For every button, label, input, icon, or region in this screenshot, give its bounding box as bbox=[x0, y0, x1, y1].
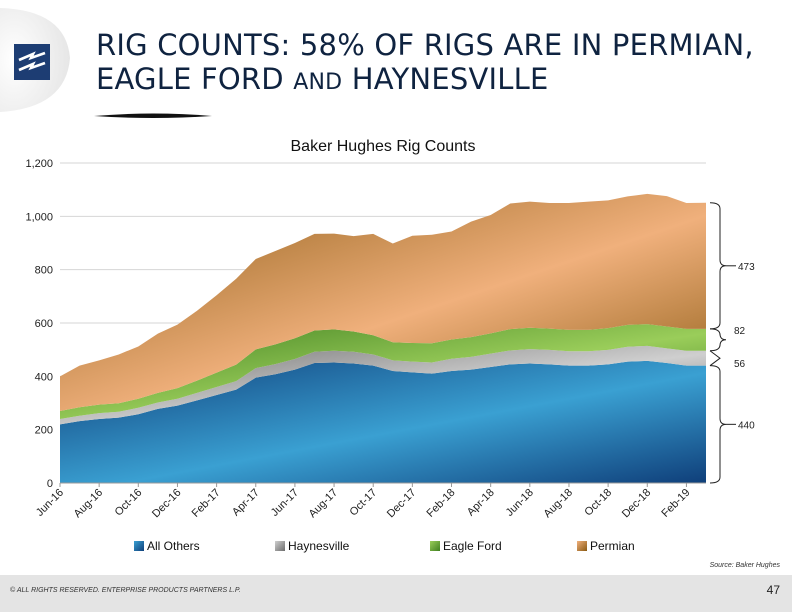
x-tick-label: Oct-17 bbox=[348, 487, 380, 519]
annotation-permian: 473 bbox=[738, 262, 755, 273]
brace-haynesville bbox=[709, 350, 721, 367]
y-tick-label: 800 bbox=[35, 265, 53, 277]
x-tick-label: Jun-17 bbox=[269, 487, 301, 519]
footer: © ALL RIGHTS RESERVED. ENTERPRISE PRODUC… bbox=[0, 575, 792, 612]
x-tick-label: Aug-16 bbox=[72, 487, 106, 521]
chart-annotations: 473 82 56 440 bbox=[709, 202, 755, 484]
page-number: 47 bbox=[766, 583, 780, 597]
y-tick-label: 600 bbox=[35, 318, 53, 330]
legend-swatch-permian bbox=[577, 541, 587, 551]
source-note: Source: Baker Hughes bbox=[709, 562, 780, 569]
page-title-part-b: AND bbox=[293, 70, 343, 95]
copyright-text: © ALL RIGHTS RESERVED. ENTERPRISE PRODUC… bbox=[10, 587, 241, 594]
x-tick-label: Jun-16 bbox=[34, 487, 66, 519]
annotation-all-others: 440 bbox=[738, 420, 755, 431]
x-tick-label: Jun-18 bbox=[504, 487, 536, 519]
title-underline bbox=[94, 113, 212, 118]
y-tick-label: 0 bbox=[47, 478, 53, 490]
brace-permian bbox=[709, 202, 727, 330]
x-tick-label: Oct-16 bbox=[113, 487, 145, 519]
enterprise-logo-icon bbox=[0, 8, 70, 112]
legend-swatch-eagle-ford bbox=[430, 541, 440, 551]
brace-eagle-ford bbox=[709, 328, 727, 352]
area-eagle-ford bbox=[60, 324, 706, 419]
brace-all-others bbox=[709, 365, 727, 484]
x-tick-label: Dec-17 bbox=[385, 487, 419, 521]
legend-swatch-all-others bbox=[134, 541, 144, 551]
chart-areas bbox=[60, 193, 706, 483]
x-tick-label: Feb-19 bbox=[659, 487, 692, 520]
legend-item-all-others: All Others bbox=[134, 539, 200, 553]
x-tick-label: Feb-18 bbox=[425, 487, 458, 520]
legend-label-haynesville: Haynesville bbox=[288, 539, 350, 553]
x-tick-label: Aug-17 bbox=[307, 487, 341, 521]
page-title: RIG COUNTS: 58% OF RIGS ARE IN PERMIAN, … bbox=[96, 28, 786, 100]
legend-item-haynesville: Haynesville bbox=[275, 539, 350, 553]
rig-count-chart: Baker Hughes Rig Counts 0 200 400 600 800 1,0… bbox=[25, 138, 755, 553]
legend-swatch-haynesville bbox=[275, 541, 285, 551]
x-tick-label: Oct-18 bbox=[582, 487, 614, 519]
legend-item-eagle-ford: Eagle Ford bbox=[430, 539, 502, 553]
y-tick-label: 400 bbox=[35, 371, 53, 383]
area-all-others bbox=[60, 360, 706, 483]
y-tick-label: 200 bbox=[35, 425, 53, 437]
x-tick-label: Dec-16 bbox=[150, 487, 184, 521]
y-tick-label: 1,000 bbox=[25, 211, 53, 223]
legend-label-all-others: All Others bbox=[147, 539, 200, 553]
y-tick-label: 1,200 bbox=[25, 158, 53, 170]
chart-legend: All Others Haynesville Eagle Ford Permian bbox=[134, 539, 635, 553]
x-tick-label: Apr-18 bbox=[465, 487, 497, 519]
legend-label-eagle-ford: Eagle Ford bbox=[443, 539, 502, 553]
x-tick-label: Apr-17 bbox=[230, 487, 262, 519]
legend-label-permian: Permian bbox=[590, 539, 635, 553]
x-tick-label: Dec-18 bbox=[620, 487, 654, 521]
x-tick-label: Feb-17 bbox=[190, 487, 223, 520]
area-haynesville bbox=[60, 345, 706, 425]
page-title-line-1: RIG COUNTS: 58% OF RIGS ARE IN PERMIAN, bbox=[96, 28, 754, 62]
legend-item-permian: Permian bbox=[577, 539, 635, 553]
annotation-eagle-ford: 82 bbox=[734, 326, 746, 337]
annotation-haynesville: 56 bbox=[734, 359, 746, 370]
page-title-line-2: EAGLE FORD AND HAYNESVILLE bbox=[96, 62, 786, 100]
page-title-part-c: HAYNESVILLE bbox=[342, 62, 549, 96]
logo bbox=[0, 0, 72, 118]
x-tick-label: Aug-18 bbox=[542, 487, 576, 521]
area-permian bbox=[60, 193, 706, 411]
chart-title: Baker Hughes Rig Counts bbox=[291, 138, 476, 155]
page-title-part-a: EAGLE FORD bbox=[96, 62, 294, 96]
